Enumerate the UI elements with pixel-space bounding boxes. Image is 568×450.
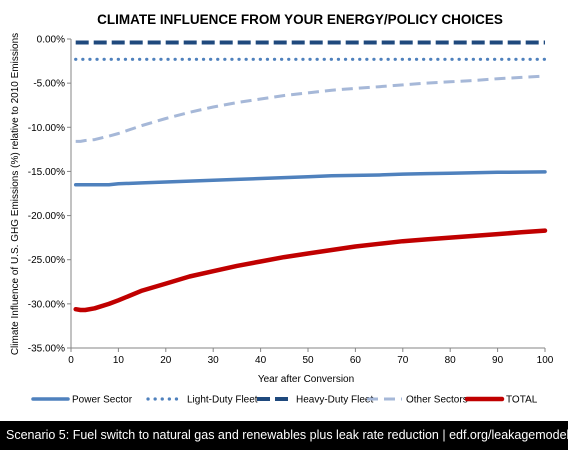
legend-label-light-duty-fleet: Light-Duty Fleet: [187, 395, 258, 406]
y-tick-label: -5.00%: [33, 79, 65, 90]
plot-area: 0.00% -5.00% -10.00% -15.00% -20.00% -25.00% -…: [28, 35, 554, 367]
x-tick-label: 60: [350, 355, 362, 366]
y-axis-label: Climate Influence of U.S. GHG Emissions …: [10, 33, 21, 355]
series-line-total: [73, 228, 548, 313]
legend: Power Sector Light-Duty Fleet Heavy-Duty F…: [31, 395, 538, 406]
series-line-other-sectors: [75, 74, 546, 143]
x-tick-label: 80: [445, 355, 457, 366]
y-tick-label: -15.00%: [28, 167, 65, 178]
x-tick-label: 10: [113, 355, 125, 366]
footer-banner: Scenario 5: Fuel switch to natural gas a…: [0, 421, 568, 450]
y-tick-label: -25.00%: [28, 255, 65, 266]
legend-label-heavy-duty-fleet: Heavy-Duty Fleet: [296, 395, 373, 406]
x-tick-label: 70: [397, 355, 409, 366]
y-tick-label: -10.00%: [28, 123, 65, 134]
y-tick-label: -20.00%: [28, 211, 65, 222]
y-tick-label: -35.00%: [28, 344, 65, 355]
x-axis-label: Year after Conversion: [258, 374, 354, 385]
series-line-power-sector: [73, 170, 547, 187]
x-tick-label: 40: [255, 355, 267, 366]
y-tick-label: -30.00%: [28, 299, 65, 310]
x-tick-label: 50: [302, 355, 314, 366]
legend-label-total: TOTAL: [506, 395, 538, 406]
x-tick-label: 30: [208, 355, 220, 366]
y-tick-label: 0.00%: [37, 35, 65, 46]
x-tick-label: 0: [68, 355, 74, 366]
chart-title: CLIMATE INFLUENCE FROM YOUR ENERGY/POLIC…: [97, 12, 503, 27]
x-tick-label: 90: [492, 355, 504, 366]
chart: CLIMATE INFLUENCE FROM YOUR ENERGY/POLIC…: [10, 12, 554, 406]
x-tick-label: 100: [537, 355, 554, 366]
x-tick-label: 20: [160, 355, 172, 366]
footer-text: Scenario 5: Fuel switch to natural gas a…: [6, 428, 568, 442]
legend-label-power-sector: Power Sector: [72, 395, 133, 406]
legend-label-other-sectors: Other Sectors: [406, 395, 468, 406]
